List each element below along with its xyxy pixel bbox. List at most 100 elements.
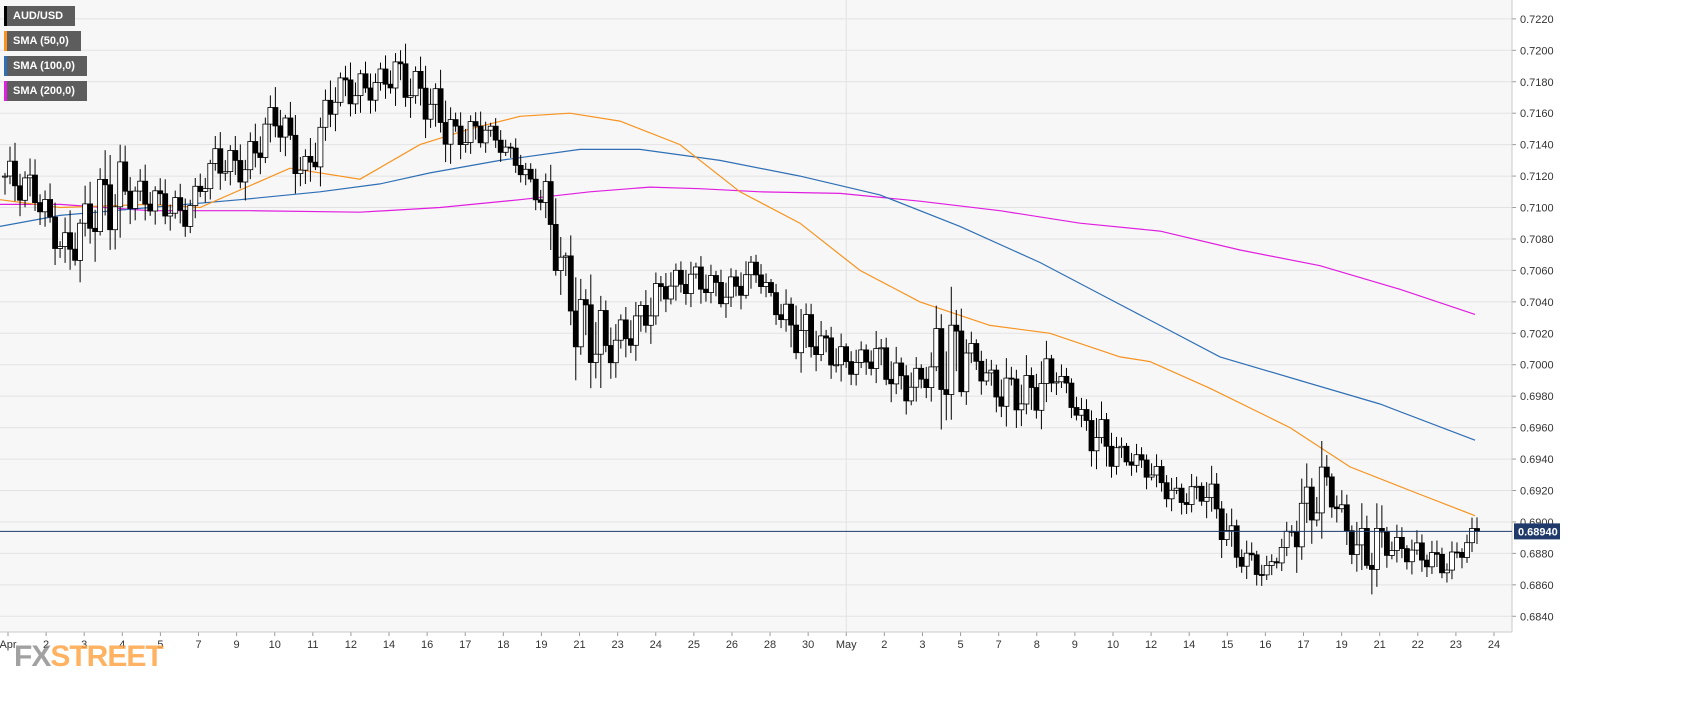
candle-up <box>1394 537 1400 551</box>
y-tick-label: 0.6940 <box>1520 454 1554 466</box>
sma-50-line <box>0 112 1476 517</box>
x-tick-label: Apr <box>0 639 17 651</box>
candle-down <box>182 209 189 227</box>
x-tick-label: 7 <box>195 639 201 651</box>
x-tick-label: 7 <box>996 639 1002 651</box>
candle-down <box>1218 508 1225 540</box>
candle-down <box>252 141 259 154</box>
x-tick-label: 15 <box>1221 639 1233 651</box>
candle-down <box>823 335 829 339</box>
candle-up <box>1148 474 1155 478</box>
candle-up <box>1228 525 1235 531</box>
candle-down <box>527 168 534 180</box>
candle-down <box>978 360 985 382</box>
candle-down <box>1033 387 1040 411</box>
candle-up <box>467 121 474 143</box>
candle-up <box>1038 383 1045 411</box>
candle-down <box>92 227 98 233</box>
candle-down <box>993 369 1000 398</box>
candle-down <box>1028 375 1035 388</box>
candle-up <box>1449 551 1455 571</box>
candle-down <box>778 314 784 321</box>
candle-up <box>357 73 364 97</box>
candle-up <box>187 205 194 227</box>
candle-up <box>1414 542 1420 551</box>
candle-down <box>47 199 53 218</box>
x-tick-label: 17 <box>459 639 471 651</box>
candle-down <box>277 125 284 138</box>
candle-up <box>648 315 654 326</box>
candle-up <box>377 68 384 84</box>
candle-down <box>402 63 409 98</box>
candle-down <box>1424 559 1430 568</box>
candle-up <box>167 212 174 217</box>
candle-down <box>397 61 404 65</box>
candle-up <box>1374 528 1380 570</box>
candle-up <box>112 206 118 231</box>
candle-up <box>803 314 809 332</box>
candle-down <box>602 310 609 346</box>
legend-swatch-aud-usd <box>4 6 7 26</box>
x-tick-label: May <box>836 639 857 651</box>
candle-up <box>62 232 68 247</box>
candle-down <box>437 88 444 123</box>
x-tick-label: 23 <box>1450 639 1462 651</box>
candle-down <box>1384 531 1390 556</box>
candle-up <box>693 266 699 275</box>
candle-up <box>1093 437 1100 452</box>
candle-down <box>903 375 910 402</box>
candle-down <box>1379 528 1385 533</box>
fxstreet-logo: FXSTREET <box>14 640 164 673</box>
candle-up <box>968 343 975 354</box>
candle-down <box>808 314 814 348</box>
candle-down <box>1248 552 1255 556</box>
candle-up <box>818 335 824 355</box>
candle-up <box>673 269 679 287</box>
candle-down <box>507 146 514 149</box>
candle-down <box>327 99 334 115</box>
candle-down <box>537 199 544 203</box>
x-tick-label: 9 <box>1072 639 1078 651</box>
candle-up <box>743 274 749 296</box>
candle-up <box>963 352 970 393</box>
candle-up <box>708 275 714 294</box>
legend-item-sma-200[interactable]: SMA (200,0) <box>4 81 87 101</box>
candle-down <box>1163 482 1170 500</box>
candle-up <box>1389 550 1395 556</box>
candle-down <box>828 337 834 366</box>
y-tick-label: 0.7200 <box>1520 45 1554 57</box>
candle-up <box>242 169 249 183</box>
legend-item-aud-usd[interactable]: AUD/USD <box>4 6 76 26</box>
candle-up <box>1243 552 1250 567</box>
candle-down <box>532 178 539 201</box>
candle-up <box>1223 530 1230 541</box>
candle-down <box>1308 486 1315 521</box>
legend-label-sma-50: SMA (50,0) <box>13 35 69 47</box>
candle-up <box>317 126 324 168</box>
legend-item-sma-100[interactable]: SMA (100,0) <box>4 56 87 76</box>
candle-down <box>1143 459 1150 478</box>
candle-down <box>793 324 799 354</box>
candle-down <box>472 121 479 127</box>
candle-up <box>838 346 844 366</box>
candle-down <box>663 286 669 300</box>
x-tick-label: 16 <box>421 639 433 651</box>
candle-down <box>753 261 759 276</box>
legend-item-sma-50[interactable]: SMA (50,0) <box>4 31 81 51</box>
candle-up <box>192 185 199 206</box>
candle-down <box>1369 565 1375 570</box>
candle-up <box>1118 445 1125 449</box>
candle-down <box>567 255 574 312</box>
candle-up <box>1058 375 1065 383</box>
candle-up <box>988 369 995 374</box>
candle-down <box>1108 445 1115 467</box>
x-tick-label: 19 <box>535 639 547 651</box>
candle-down <box>287 117 294 136</box>
y-tick-label: 0.7220 <box>1520 14 1554 26</box>
last-price-badge <box>1514 523 1560 540</box>
legend-swatch-sma-100 <box>4 56 7 76</box>
y-tick-label: 0.7000 <box>1520 360 1554 372</box>
candle-up <box>858 349 865 363</box>
